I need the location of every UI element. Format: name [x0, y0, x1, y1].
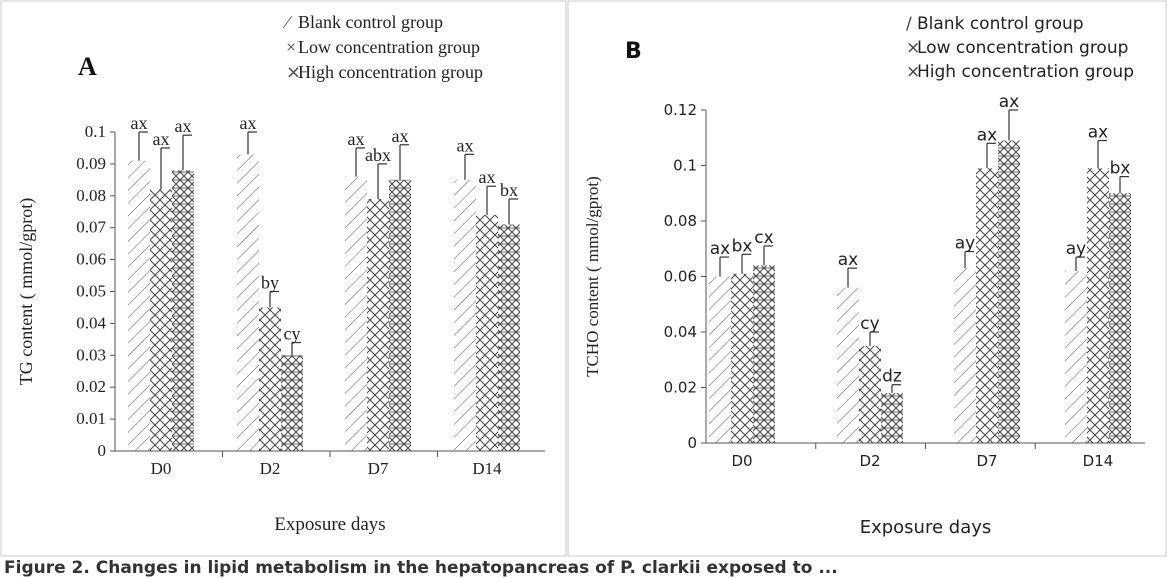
- legend-entry: Blank control group: [917, 14, 1084, 34]
- x-tick-label: D2: [859, 452, 880, 470]
- significance-label: cx: [754, 228, 773, 248]
- significance-label: bx: [732, 236, 753, 256]
- bar: [367, 198, 389, 451]
- significance-label: ax: [977, 125, 997, 145]
- significance-label: ax: [710, 239, 730, 259]
- y-axis-title: TG content ( mmol/gprot): [16, 198, 37, 385]
- significance-label: ax: [240, 113, 257, 133]
- y-tick-label: 0.04: [664, 323, 697, 341]
- bar: [389, 179, 411, 451]
- y-tick-label: 0.06: [76, 250, 106, 269]
- x-tick-label: D0: [731, 452, 752, 470]
- x-tick-label: D7: [368, 459, 389, 478]
- significance-label: ax: [348, 129, 365, 149]
- y-tick-label: 0.12: [664, 101, 697, 119]
- significance-label: ax: [153, 129, 170, 149]
- legend-swatch: ⨯: [286, 62, 301, 82]
- significance-label: bx: [500, 180, 518, 200]
- legend-entry: Low concentration group: [298, 37, 480, 57]
- y-tick-label: 0.04: [76, 313, 106, 332]
- bar: [498, 224, 520, 451]
- significance-label: ax: [457, 135, 474, 155]
- x-tick-label: D14: [472, 459, 502, 478]
- y-tick-label: 0.1: [85, 122, 106, 141]
- y-tick-label: 0.02: [664, 379, 697, 397]
- significance-label: bx: [1110, 159, 1131, 179]
- legend-swatch: ×: [906, 38, 920, 58]
- bar: [976, 168, 998, 443]
- significance-label: ax: [392, 126, 409, 146]
- bar: [454, 179, 476, 451]
- bar: [476, 214, 498, 451]
- significance-label: ax: [1088, 123, 1108, 143]
- legend-swatch: ∕: [906, 14, 912, 34]
- y-tick-label: 0.09: [76, 154, 106, 173]
- significance-label: ay: [955, 234, 975, 254]
- legend-swatch: ∕: [282, 12, 293, 32]
- x-axis-title: Exposure days: [274, 514, 385, 535]
- bar: [954, 268, 976, 443]
- legend-entry: Low concentration group: [917, 38, 1128, 58]
- y-tick-label: 0.07: [76, 218, 106, 237]
- bar: [753, 265, 775, 443]
- x-tick-label: D0: [151, 459, 172, 478]
- bar: [731, 273, 753, 443]
- y-tick-label: 0.08: [664, 212, 697, 230]
- bar: [1087, 168, 1109, 443]
- legend-entry: High concentration group: [917, 62, 1134, 82]
- significance-label: cy: [284, 324, 301, 344]
- x-tick-label: D2: [260, 459, 281, 478]
- y-tick-label: 0: [687, 434, 697, 452]
- bar: [1109, 193, 1131, 443]
- legend-entry: High concentration group: [298, 62, 483, 82]
- significance-label: ax: [999, 92, 1019, 112]
- bar: [1065, 270, 1087, 443]
- bar: [345, 176, 367, 451]
- y-axis-title: TCHO content ( mmol/gprot): [583, 176, 602, 377]
- y-tick-label: 0.03: [76, 345, 106, 364]
- significance-label: cy: [860, 314, 879, 334]
- bar: [881, 393, 903, 443]
- bar: [259, 307, 281, 451]
- legend-swatch: ⨯: [906, 62, 920, 82]
- significance-label: by: [261, 273, 279, 293]
- x-axis-title: Exposure days: [860, 517, 992, 538]
- bar: [709, 276, 731, 443]
- y-tick-label: 0.06: [664, 268, 697, 286]
- figure-svg: A∕ Blank control group× Low concentration …: [0, 0, 1167, 557]
- bar: [237, 154, 259, 451]
- significance-label: abx: [365, 145, 391, 165]
- bar: [150, 189, 172, 452]
- x-tick-label: D14: [1083, 452, 1114, 470]
- panel-b-frame: [567, 0, 1167, 557]
- bar: [172, 170, 194, 451]
- bar: [837, 287, 859, 443]
- bar: [281, 355, 303, 451]
- significance-label: ay: [1066, 239, 1086, 259]
- bar: [998, 140, 1020, 443]
- significance-label: ax: [175, 116, 192, 136]
- legend-entry: Blank control group: [298, 12, 443, 32]
- panel-label: B: [625, 39, 642, 64]
- significance-label: ax: [838, 250, 858, 270]
- panel-a-frame: [0, 0, 567, 557]
- y-tick-label: 0.05: [76, 282, 106, 301]
- bar: [128, 160, 150, 451]
- panel-label: A: [78, 52, 97, 81]
- y-tick-label: 0.08: [76, 186, 106, 205]
- y-tick-label: 0.02: [76, 377, 106, 396]
- significance-label: ax: [131, 113, 148, 133]
- y-tick-label: 0: [98, 441, 107, 460]
- panel-a: A ∕ Blank control group× Low concentration …: [16, 12, 545, 535]
- figure-caption: Figure 2. Changes in lipid metabolism in…: [4, 558, 838, 578]
- panel-b: B ∕ Blank control group ×Low concentration …: [583, 14, 1145, 538]
- legend-swatch: ×: [286, 37, 296, 57]
- y-tick-label: 0.01: [76, 409, 106, 428]
- bar: [859, 345, 881, 443]
- significance-label: dz: [882, 367, 902, 387]
- significance-label: ax: [479, 167, 496, 187]
- x-tick-label: D7: [976, 452, 997, 470]
- y-tick-label: 0.1: [673, 157, 697, 175]
